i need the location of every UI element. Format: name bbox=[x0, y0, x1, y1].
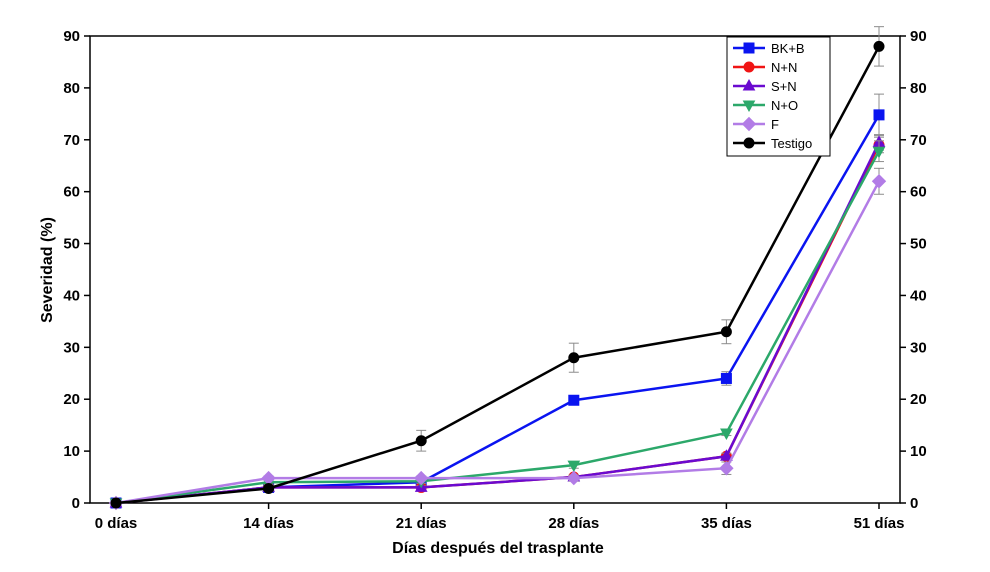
series-s-n bbox=[109, 134, 886, 508]
data-point bbox=[110, 497, 122, 509]
legend-item: BK+B bbox=[733, 41, 805, 56]
series-n-n bbox=[110, 136, 885, 509]
right-y-tick-label: 50 bbox=[910, 236, 927, 253]
left-y-tick-label: 20 bbox=[63, 391, 80, 408]
legend-swatch-marker bbox=[741, 116, 757, 132]
right-y-tick-label: 80 bbox=[910, 80, 927, 97]
x-tick-label: 51 días bbox=[854, 515, 905, 532]
x-axis-title: Días después del trasplante bbox=[392, 540, 604, 557]
data-point bbox=[720, 449, 733, 461]
legend-swatch-marker bbox=[742, 100, 756, 113]
x-axis: 0 días 14 días 21 días 28 días 35 días 51 día… bbox=[95, 503, 905, 532]
legend-swatch-marker bbox=[743, 42, 755, 54]
legend: BK+B N+N S+N N+O F Testigo bbox=[726, 36, 831, 157]
data-point bbox=[720, 428, 733, 440]
left-y-tick-label: 50 bbox=[63, 236, 80, 253]
series-line bbox=[115, 141, 881, 505]
y-axis-title: Severidad (%) bbox=[39, 217, 56, 323]
right-y-tick-label: 90 bbox=[910, 28, 927, 45]
series-f bbox=[108, 167, 887, 511]
right-y-tick-label: 10 bbox=[910, 443, 927, 460]
left-y-tick-label: 30 bbox=[63, 339, 80, 356]
x-tick-label: 28 días bbox=[548, 515, 599, 532]
series-line bbox=[115, 45, 881, 505]
legend-label: BK+B bbox=[771, 41, 805, 56]
left-y-tick-label: 80 bbox=[63, 80, 80, 97]
left-y-tick-label: 90 bbox=[63, 28, 80, 45]
data-point bbox=[719, 461, 734, 476]
legend-swatch-marker bbox=[742, 78, 756, 91]
right-y-axis: 0 10 20 30 40 50 60 70 80 90 bbox=[900, 28, 927, 512]
legend-item: Testigo bbox=[733, 136, 812, 151]
left-y-tick-label: 70 bbox=[63, 132, 80, 149]
legend-label: N+O bbox=[771, 98, 798, 113]
legend-item: F bbox=[733, 116, 779, 132]
right-y-tick-label: 60 bbox=[910, 184, 927, 201]
legend-swatch-marker bbox=[743, 61, 755, 73]
data-point bbox=[873, 109, 885, 121]
right-y-tick-label: 20 bbox=[910, 391, 927, 408]
right-y-tick-label: 70 bbox=[910, 132, 927, 149]
legend-box bbox=[726, 36, 831, 157]
data-point bbox=[871, 174, 887, 189]
data-point bbox=[415, 435, 427, 447]
data-point bbox=[568, 394, 580, 406]
data-point bbox=[720, 372, 732, 384]
left-y-axis: 0 10 20 30 40 50 60 70 80 90 bbox=[63, 28, 90, 512]
data-point bbox=[873, 40, 885, 52]
legend-item: N+O bbox=[733, 98, 798, 113]
series-n-o bbox=[109, 140, 886, 511]
series-line bbox=[115, 114, 881, 505]
data-point bbox=[720, 326, 732, 338]
data-point bbox=[567, 460, 581, 473]
x-tick-label: 14 días bbox=[243, 515, 294, 532]
left-y-tick-label: 60 bbox=[63, 184, 80, 201]
x-tick-label: 21 días bbox=[396, 515, 447, 532]
left-y-tick-label: 0 bbox=[72, 495, 80, 512]
plot-frame bbox=[89, 35, 901, 504]
legend-label: S+N bbox=[771, 79, 797, 94]
data-point bbox=[872, 146, 886, 159]
right-y-tick-label: 40 bbox=[910, 287, 927, 304]
series-line bbox=[115, 150, 881, 505]
series-line bbox=[115, 144, 881, 505]
data-point bbox=[566, 470, 582, 486]
legend-label: F bbox=[771, 117, 779, 132]
left-y-tick-label: 10 bbox=[63, 443, 80, 460]
series-layer bbox=[108, 26, 887, 511]
x-tick-label: 0 días bbox=[95, 515, 138, 532]
right-y-tick-label: 0 bbox=[910, 495, 918, 512]
data-point bbox=[413, 470, 429, 486]
legend-label: Testigo bbox=[771, 136, 812, 151]
right-y-tick-label: 30 bbox=[910, 339, 927, 356]
left-y-tick-label: 40 bbox=[63, 287, 80, 304]
series-line bbox=[115, 180, 881, 505]
x-tick-label: 35 días bbox=[701, 515, 752, 532]
legend-label: N+N bbox=[771, 60, 797, 75]
legend-item: S+N bbox=[733, 78, 797, 94]
series-testigo bbox=[110, 26, 885, 509]
legend-swatch-marker bbox=[743, 137, 755, 149]
legend-item: N+N bbox=[733, 60, 797, 75]
data-point bbox=[568, 352, 580, 364]
data-point bbox=[263, 482, 275, 494]
